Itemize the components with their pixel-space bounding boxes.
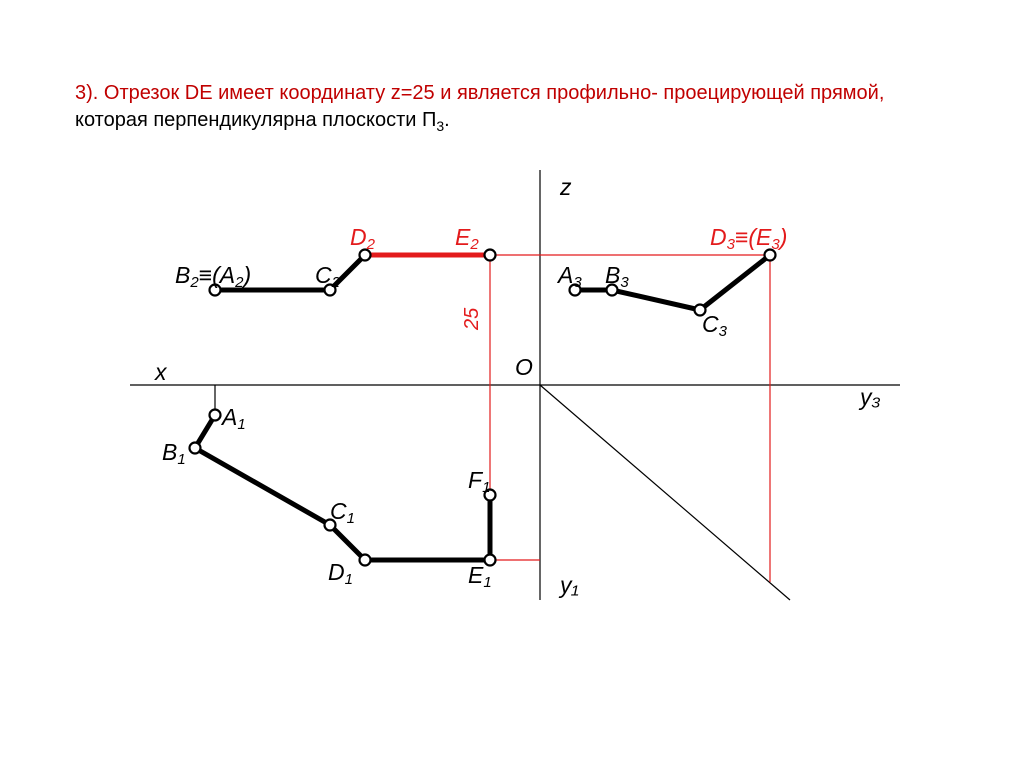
lbl-O: О xyxy=(515,354,533,380)
bisector-axis xyxy=(540,385,790,600)
lbl-x: х xyxy=(154,359,168,385)
seg-lower xyxy=(195,415,490,560)
lbl-d3e3: D3≡(E3) xyxy=(710,224,787,253)
pt-e2 xyxy=(485,250,496,261)
lbl-y3: у₃ xyxy=(858,384,881,410)
pt-e1 xyxy=(485,555,496,566)
pt-b1 xyxy=(190,443,201,454)
dim-25: 25 xyxy=(461,307,483,331)
lbl-c3: C3 xyxy=(702,311,728,340)
pt-d1 xyxy=(360,555,371,566)
lbl-a1: A1 xyxy=(220,404,246,433)
lbl-z: z xyxy=(559,174,572,200)
lbl-b2a2: B2≡(A2) xyxy=(175,262,251,291)
pt-a1 xyxy=(210,410,221,421)
lbl-y1: у₁ xyxy=(558,572,579,598)
lbl-b3: B3 xyxy=(605,262,629,291)
lbl-f1: F1 xyxy=(468,467,490,496)
lbl-c1: C1 xyxy=(330,498,355,527)
lbl-e1: E1 xyxy=(468,562,492,591)
lbl-d2: D2 xyxy=(350,224,376,253)
lbl-d1: D1 xyxy=(328,559,353,588)
lbl-e2: E2 xyxy=(455,224,479,253)
lbl-b1: B1 xyxy=(162,439,186,468)
lbl-a3: A3 xyxy=(556,262,582,291)
diagram-svg: z х у₃ у₁ О B2≡(A2) C2 D2 E2 A3 B3 C3 D3… xyxy=(0,0,1024,768)
lbl-c2: C2 xyxy=(315,262,341,291)
